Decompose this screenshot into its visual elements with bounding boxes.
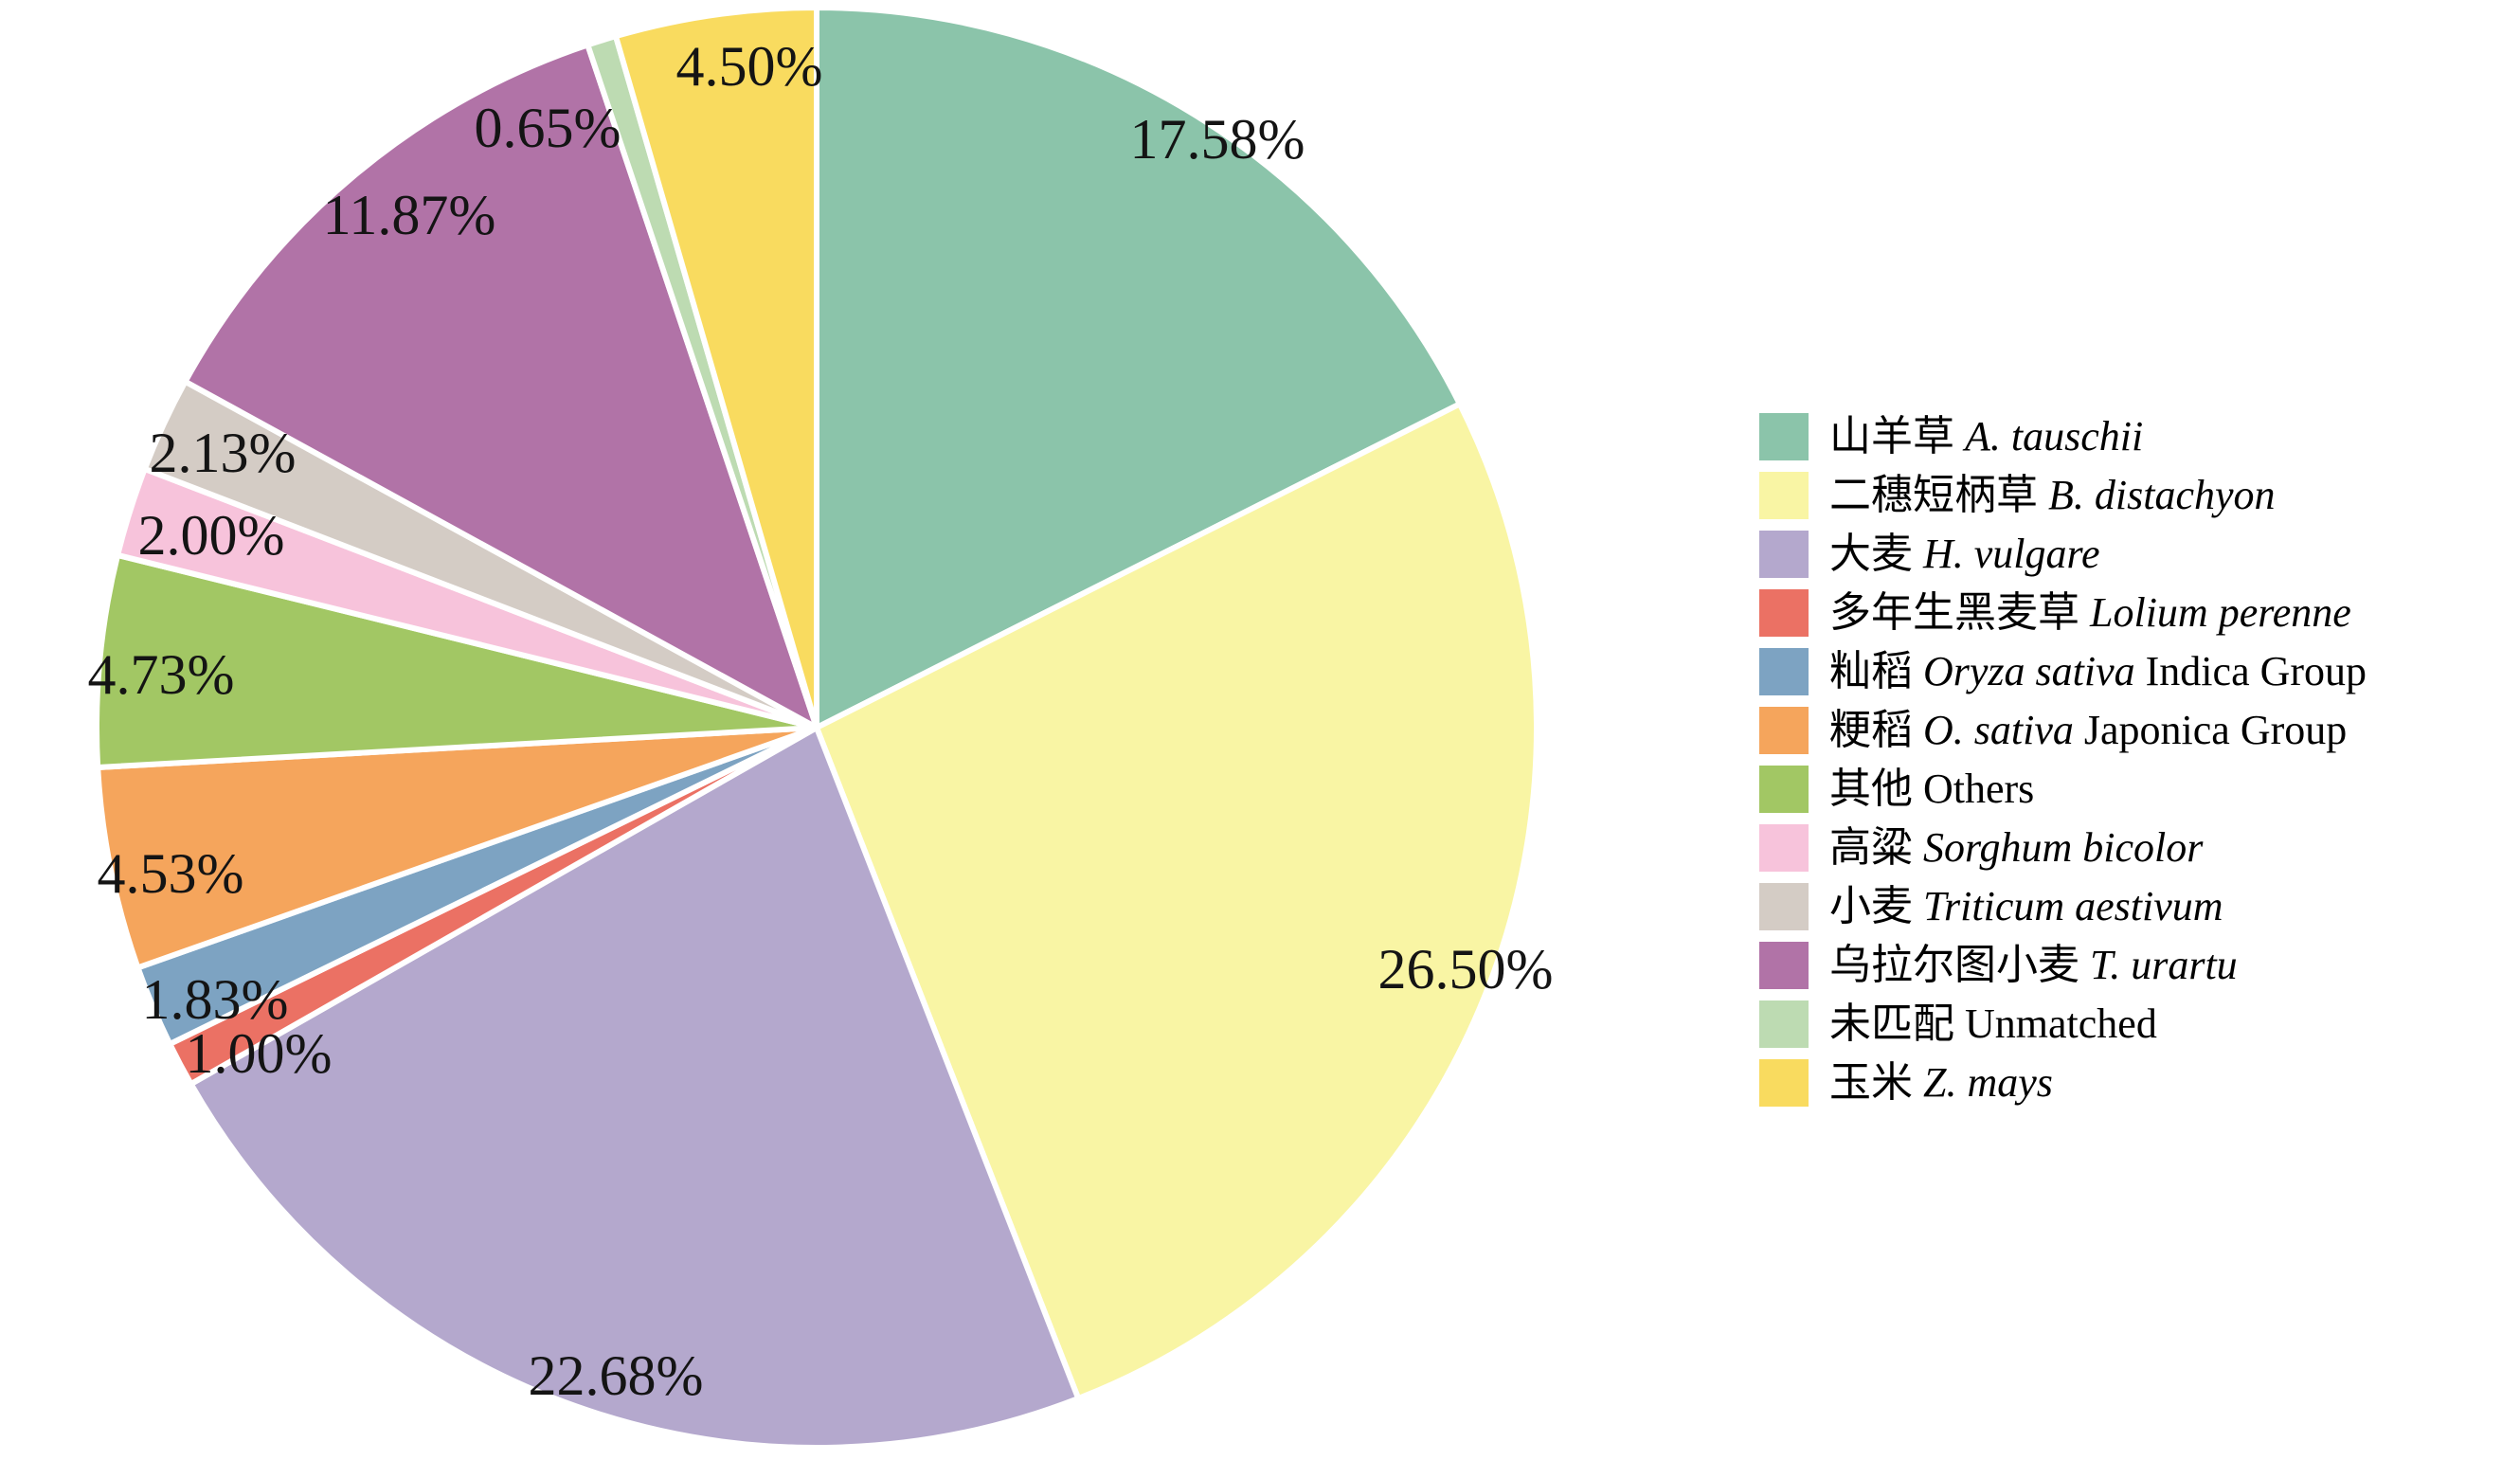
legend-label-japonica: 粳稻 O. sativa Japonica Group — [1829, 707, 2347, 754]
pie-slice-vulgare — [187, 723, 1083, 1451]
legend-label-part-cjk: 籼稻 — [1829, 648, 1913, 694]
legend-label-part-cjk: 乌拉尔图小麦 — [1829, 942, 2079, 988]
legend-label-others: 其他 Others — [1829, 766, 2034, 813]
pie-slice-label-distachyon: 26.50% — [1378, 938, 1554, 1000]
legend-swatch-urartu — [1759, 942, 1809, 989]
legend-label-part-roman: Japonica Group — [2083, 707, 2348, 753]
legend-label-part-italic: Triticum aestivum — [1923, 883, 2223, 929]
legend-label-part-cjk: 小麦 — [1829, 883, 1913, 929]
legend-item-tauschii: 山羊草 A. tauschii — [1759, 413, 2367, 460]
legend-label-urartu: 乌拉尔图小麦 T. urartu — [1829, 942, 2238, 989]
legend-item-japonica: 粳稻 O. sativa Japonica Group — [1759, 707, 2367, 754]
legend-swatch-aestivum — [1759, 883, 1809, 930]
legend-label-part-roman: Others — [1923, 766, 2035, 812]
legend-swatch-indica — [1759, 648, 1809, 695]
legend-label-part-cjk: 其他 — [1829, 766, 1913, 812]
legend-item-sorghum: 高粱 Sorghum bicolor — [1759, 824, 2367, 872]
legend-label-part-cjk: 二穗短柄草 — [1829, 472, 2038, 518]
legend-label-part-italic: Oryza sativa — [1923, 648, 2135, 694]
pie-slice-label-others: 4.73% — [88, 643, 235, 706]
legend-swatch-vulgare — [1759, 531, 1809, 578]
legend-item-perenne: 多年生黑麦草 Lolium perenne — [1759, 589, 2367, 637]
legend-label-part-cjk: 山羊草 — [1829, 413, 1954, 460]
legend-item-mays: 玉米 Z. mays — [1759, 1059, 2367, 1107]
pie-slice-urartu — [181, 41, 822, 734]
legend-label-part-cjk: 多年生黑麦草 — [1829, 589, 2079, 636]
legend-swatch-mays — [1759, 1059, 1809, 1107]
legend-swatch-sorghum — [1759, 824, 1809, 872]
pie-slice-mays — [612, 4, 819, 729]
pie-slice-tauschii — [814, 4, 1464, 732]
pie-slice-label-sorghum: 2.00% — [138, 504, 285, 567]
legend-item-unmatched: 未匹配 Unmatched — [1759, 1000, 2367, 1048]
pie-slice-label-tauschii: 17.58% — [1130, 108, 1305, 171]
legend-label-part-italic: B. distachyon — [2048, 472, 2276, 518]
legend-item-aestivum: 小麦 Triticum aestivum — [1759, 883, 2367, 930]
legend-swatch-others — [1759, 766, 1809, 813]
pie-slice-japonica — [94, 725, 819, 972]
legend-item-others: 其他 Others — [1759, 766, 2367, 813]
legend-label-vulgare: 大麦 H. vulgare — [1829, 531, 2100, 578]
legend-label-part-roman: Indica Group — [2145, 648, 2367, 694]
pie-slice-label-unmatched: 0.65% — [475, 97, 621, 159]
legend-item-vulgare: 大麦 H. vulgare — [1759, 531, 2367, 578]
legend-label-indica: 籼稻 Oryza sativa Indica Group — [1829, 648, 2367, 695]
legend-label-mays: 玉米 Z. mays — [1829, 1059, 2053, 1107]
legend-label-part-italic: O. sativa — [1923, 707, 2074, 753]
legend-swatch-perenne — [1759, 589, 1809, 637]
pie-slice-label-perenne: 1.00% — [186, 1022, 333, 1085]
legend-label-part-italic: T. urartu — [2090, 942, 2238, 988]
pie-slice-label-indica: 1.83% — [142, 968, 289, 1031]
legend-label-part-italic: Sorghum bicolor — [1923, 824, 2204, 871]
legend-swatch-distachyon — [1759, 472, 1809, 519]
legend-label-part-italic: H. vulgare — [1923, 531, 2100, 577]
legend-item-indica: 籼稻 Oryza sativa Indica Group — [1759, 648, 2367, 695]
legend-label-part-cjk: 大麦 — [1829, 531, 1913, 577]
legend-label-sorghum: 高粱 Sorghum bicolor — [1829, 824, 2203, 872]
pie-slice-label-japonica: 4.53% — [98, 842, 244, 905]
pie-slice-others — [94, 551, 818, 771]
legend-label-aestivum: 小麦 Triticum aestivum — [1829, 883, 2223, 930]
legend-swatch-japonica — [1759, 707, 1809, 754]
legend-label-part-cjk: 粳稻 — [1829, 707, 1913, 753]
legend-swatch-unmatched — [1759, 1000, 1809, 1048]
pie-slice-label-aestivum: 2.13% — [150, 422, 297, 484]
pie-slice-distachyon — [813, 400, 1539, 1402]
pie-slice-label-vulgare: 22.68% — [529, 1344, 704, 1407]
legend-label-part-cjk: 高粱 — [1829, 824, 1913, 871]
legend-label-part-cjk: 未匹配 — [1829, 1000, 1954, 1047]
legend-label-unmatched: 未匹配 Unmatched — [1829, 1000, 2157, 1048]
legend-label-perenne: 多年生黑麦草 Lolium perenne — [1829, 589, 2351, 637]
legend-label-distachyon: 二穗短柄草 B. distachyon — [1829, 472, 2276, 519]
legend: 山羊草 A. tauschii 二穗短柄草 B. distachyon 大麦 H. … — [1759, 413, 2367, 1118]
legend-label-part-italic: Lolium perenne — [2090, 589, 2351, 636]
legend-label-part-roman: Unmatched — [1965, 1000, 2157, 1047]
legend-label-part-cjk: 玉米 — [1829, 1059, 1913, 1106]
legend-label-tauschii: 山羊草 A. tauschii — [1829, 413, 2143, 460]
legend-label-part-italic: A. tauschii — [1965, 413, 2144, 460]
legend-label-part-italic: Z. mays — [1923, 1059, 2053, 1106]
pie-slice-label-urartu: 11.87% — [323, 184, 496, 246]
legend-item-urartu: 乌拉尔图小麦 T. urartu — [1759, 942, 2367, 989]
pie-slice-label-mays: 4.50% — [676, 35, 823, 98]
legend-item-distachyon: 二穗短柄草 B. distachyon — [1759, 472, 2367, 519]
legend-swatch-tauschii — [1759, 413, 1809, 460]
